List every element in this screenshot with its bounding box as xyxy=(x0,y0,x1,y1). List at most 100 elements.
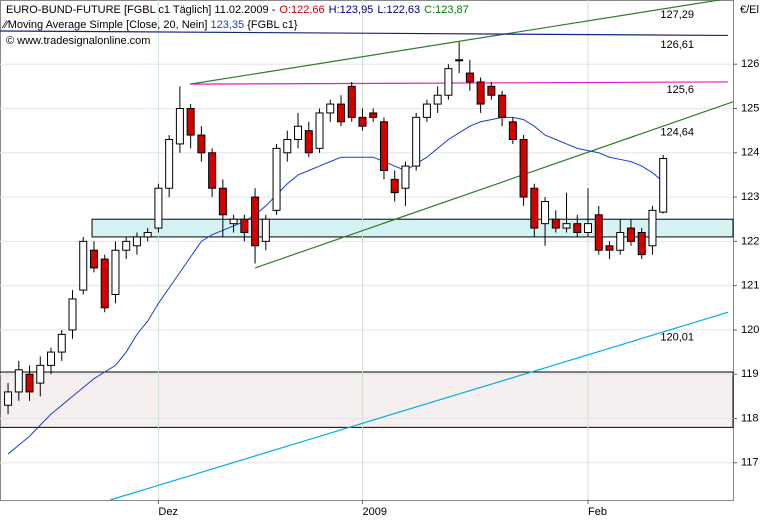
candle-body xyxy=(616,232,625,251)
zone xyxy=(0,371,734,428)
candle-body xyxy=(541,201,550,225)
candle-body xyxy=(637,232,646,256)
level-label: 126,61 xyxy=(660,39,694,51)
y-tick-label: 121 xyxy=(741,280,759,292)
candle-body xyxy=(326,103,335,114)
candle-body xyxy=(358,116,367,127)
ohlc-label: L:122,63 xyxy=(377,4,420,16)
candle-body xyxy=(422,103,431,118)
candle-body xyxy=(530,187,539,229)
candle-body xyxy=(444,68,453,96)
candle-body xyxy=(390,178,399,194)
level-label: 125,6 xyxy=(666,84,694,96)
candle-body xyxy=(294,125,303,141)
candle-body xyxy=(154,187,163,229)
candle-body xyxy=(218,187,227,216)
candle-body xyxy=(4,391,13,406)
candle-body xyxy=(165,139,174,189)
y-tick-label: 119 xyxy=(741,368,759,380)
candle-body xyxy=(562,223,571,229)
trend-line xyxy=(190,0,723,85)
candle-body xyxy=(283,139,292,154)
indicator-source: {FGBL c1} xyxy=(247,19,298,31)
candle-body xyxy=(347,85,356,118)
y-tick-label: 117 xyxy=(741,457,759,469)
candle-body xyxy=(186,108,195,136)
header-line: EURO-BUND-FUTURE [FGBL c1 Täglich] 11.02… xyxy=(6,4,469,16)
candle-body xyxy=(498,94,507,118)
trend-line xyxy=(109,311,729,501)
candle-body xyxy=(100,258,109,309)
candle-body xyxy=(14,369,23,393)
indicator-line: ∕∕Moving Average Simple [Close, 20, Nein… xyxy=(1,19,298,31)
trend-line xyxy=(254,101,734,269)
candle-body xyxy=(584,223,593,234)
candle-body xyxy=(315,112,324,149)
candle-body xyxy=(261,218,270,242)
candle-body xyxy=(68,298,77,331)
candle-body xyxy=(336,103,345,123)
indicator-name: Moving Average Simple [Close, 20, Nein] xyxy=(8,19,208,31)
candle-body xyxy=(401,165,410,189)
y-tick-label: 118 xyxy=(741,412,759,424)
candle-body xyxy=(89,249,98,269)
level-label: 124,64 xyxy=(660,126,694,138)
candle-body xyxy=(551,218,560,229)
trend-line xyxy=(190,81,729,85)
trend-line xyxy=(0,30,729,37)
candle-body xyxy=(197,134,206,154)
indicator-value: 123,35 xyxy=(211,19,245,31)
candle-body xyxy=(304,130,313,154)
ohlc-label: O:122,66 xyxy=(279,4,324,16)
candle-body xyxy=(573,223,582,234)
moving-average xyxy=(7,116,664,455)
candle-body xyxy=(369,112,378,118)
y-tick-label: 124 xyxy=(741,147,759,159)
candle-body xyxy=(229,218,238,225)
candle-body xyxy=(412,116,421,167)
candle-body xyxy=(648,209,657,247)
ohlc-label: C:123,87 xyxy=(424,4,469,16)
candle-body xyxy=(272,147,281,211)
candle-body xyxy=(79,240,88,291)
candle-body xyxy=(476,81,485,105)
candle-body xyxy=(132,236,141,247)
foreground-layer xyxy=(4,42,668,415)
y-tick-label: 120 xyxy=(741,324,759,336)
candle-body xyxy=(208,152,217,189)
candle-body xyxy=(465,72,474,83)
unit-label: €/El xyxy=(740,4,759,16)
y-tick-label: 125 xyxy=(741,102,759,114)
background-layer xyxy=(0,0,734,501)
x-tick-label: 2009 xyxy=(362,506,386,518)
y-tick-label: 123 xyxy=(741,191,759,203)
zone xyxy=(91,218,734,238)
candle-body xyxy=(47,351,56,366)
level-label: 127,29 xyxy=(660,9,694,21)
y-tick-label: 122 xyxy=(741,235,759,247)
candle-body xyxy=(508,121,517,141)
candle-body xyxy=(25,373,34,393)
candle-body xyxy=(122,240,131,251)
title: EURO-BUND-FUTURE [FGBL c1 Täglich] 11.02… xyxy=(6,4,276,16)
candle-body xyxy=(143,232,152,238)
candle-body xyxy=(240,218,249,234)
ohlc-label: H:123,95 xyxy=(329,4,374,16)
candle-body xyxy=(626,227,635,242)
candle-body xyxy=(594,214,603,251)
candle-body xyxy=(111,249,120,296)
copyright: © www.tradesignalonline.com xyxy=(6,35,150,47)
candle-body xyxy=(659,158,668,213)
candle-body xyxy=(605,245,614,251)
candle-body xyxy=(455,59,464,62)
level-label: 120,01 xyxy=(660,331,694,343)
candle-body xyxy=(251,196,260,247)
candle-body xyxy=(175,108,184,145)
x-tick-label: Dez xyxy=(158,506,178,518)
x-tick-label: Feb xyxy=(588,506,607,518)
candle-body xyxy=(433,94,442,105)
candle-body xyxy=(519,139,528,198)
candle-body xyxy=(487,85,496,96)
